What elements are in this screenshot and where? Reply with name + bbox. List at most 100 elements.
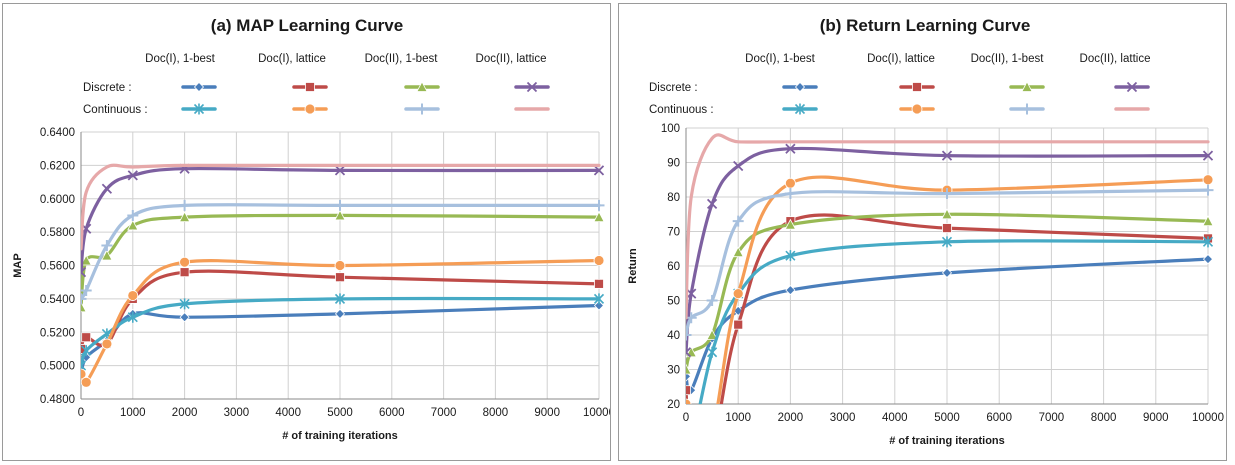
legend-row-label: Discrete : xyxy=(649,82,698,94)
series-6 xyxy=(81,199,605,305)
data-point xyxy=(784,188,796,200)
data-point xyxy=(179,312,190,323)
x-tick-label: 7000 xyxy=(1039,412,1065,424)
series-2 xyxy=(81,209,605,313)
data-point xyxy=(708,444,717,453)
legend-marker xyxy=(526,81,538,93)
x-tick-label: 9000 xyxy=(534,407,560,419)
data-point xyxy=(81,360,87,372)
legend-entry xyxy=(1009,103,1045,115)
legend-column-header: Doc(I), lattice xyxy=(258,53,326,65)
data-point xyxy=(732,288,744,300)
x-axis-label: # of training iterations xyxy=(889,435,1005,447)
data-point xyxy=(785,285,796,296)
y-tick-label: 40 xyxy=(667,330,680,342)
x-axis-label: # of training iterations xyxy=(282,430,398,442)
data-point xyxy=(127,170,138,181)
x-tick-label: 4000 xyxy=(275,407,301,419)
y-tick-label: 0.4800 xyxy=(40,394,75,406)
y-tick-label: 0.5400 xyxy=(40,294,75,306)
legend-entry xyxy=(782,81,818,93)
y-axis-label: Return xyxy=(627,248,639,284)
legend-row-label: Continuous : xyxy=(83,104,148,116)
y-tick-label: 90 xyxy=(667,158,680,170)
data-point xyxy=(593,300,605,311)
legend-column-header: Doc(II), lattice xyxy=(1080,53,1151,65)
x-tick-label: 1000 xyxy=(725,412,751,424)
legend-marker xyxy=(794,81,806,93)
legend-marker xyxy=(1126,81,1138,93)
x-tick-label: 6000 xyxy=(986,412,1012,424)
data-point xyxy=(707,427,717,437)
x-tick-label: 3000 xyxy=(224,407,250,419)
data-point xyxy=(706,295,718,306)
x-tick-label: 10000 xyxy=(1192,412,1224,424)
y-tick-label: 60 xyxy=(667,261,680,273)
legend-marker xyxy=(911,103,923,115)
map-chart-canvas: (a) MAP Learning Curve Doc(I), 1-best Doc(… xyxy=(12,16,610,442)
data-point xyxy=(81,301,87,313)
data-point xyxy=(941,188,953,200)
y-tick-label: 80 xyxy=(667,192,680,204)
data-point xyxy=(1202,236,1214,248)
data-point xyxy=(334,308,346,319)
data-point xyxy=(1202,215,1214,227)
data-point xyxy=(941,150,953,161)
x-tick-label: 7000 xyxy=(431,407,457,419)
data-point xyxy=(686,347,692,358)
data-point xyxy=(1202,254,1214,265)
y-tick-label: 20 xyxy=(667,399,680,411)
y-tick-label: 0.5800 xyxy=(40,227,75,239)
data-point xyxy=(335,272,345,283)
legend-entry xyxy=(404,103,440,115)
series-line xyxy=(686,212,1210,372)
legend-entry xyxy=(782,103,818,115)
data-point xyxy=(81,285,92,297)
x-tick-label: 2000 xyxy=(778,412,804,424)
series-5 xyxy=(81,255,605,388)
x-tick-label: 1000 xyxy=(120,407,146,419)
data-point xyxy=(732,246,744,258)
data-point xyxy=(334,165,346,176)
series-4 xyxy=(81,293,605,372)
data-point xyxy=(686,329,692,341)
data-point xyxy=(101,338,113,350)
data-point xyxy=(1202,174,1214,186)
data-point xyxy=(594,278,604,289)
x-tick-label: 8000 xyxy=(483,407,509,419)
data-point xyxy=(81,368,87,380)
x-tick-label: 0 xyxy=(78,407,84,419)
series-line xyxy=(698,239,1210,404)
data-point xyxy=(732,215,744,227)
data-point xyxy=(593,255,605,266)
series-3 xyxy=(81,163,605,278)
legend-entry xyxy=(404,81,440,92)
data-point xyxy=(127,311,138,323)
series-line xyxy=(686,146,1210,354)
data-point xyxy=(178,211,191,223)
data-point xyxy=(706,198,718,210)
legend-entry xyxy=(899,103,935,115)
legend-marker xyxy=(193,103,205,115)
legend-column-header: Doc(I), 1-best xyxy=(745,53,815,65)
series-line xyxy=(686,213,1210,404)
data-point xyxy=(127,290,139,301)
data-point xyxy=(942,223,952,233)
series-line xyxy=(686,257,1210,394)
data-point xyxy=(101,239,113,251)
data-point xyxy=(81,376,92,388)
legend-column-header: Doc(I), 1-best xyxy=(145,53,215,65)
data-point xyxy=(784,177,796,189)
y-tick-label: 70 xyxy=(667,227,680,239)
x-tick-label: 5000 xyxy=(327,407,353,419)
data-point xyxy=(784,218,797,230)
data-point xyxy=(81,332,92,343)
data-point xyxy=(81,345,92,357)
y-tick-label: 0.6400 xyxy=(40,127,75,139)
series-3 xyxy=(686,143,1214,358)
legend-entry xyxy=(1009,81,1045,92)
series-line xyxy=(81,166,601,274)
data-point xyxy=(706,329,718,340)
x-tick-label: 8000 xyxy=(1091,412,1117,424)
legend-column-header: Doc(II), 1-best xyxy=(971,53,1045,65)
